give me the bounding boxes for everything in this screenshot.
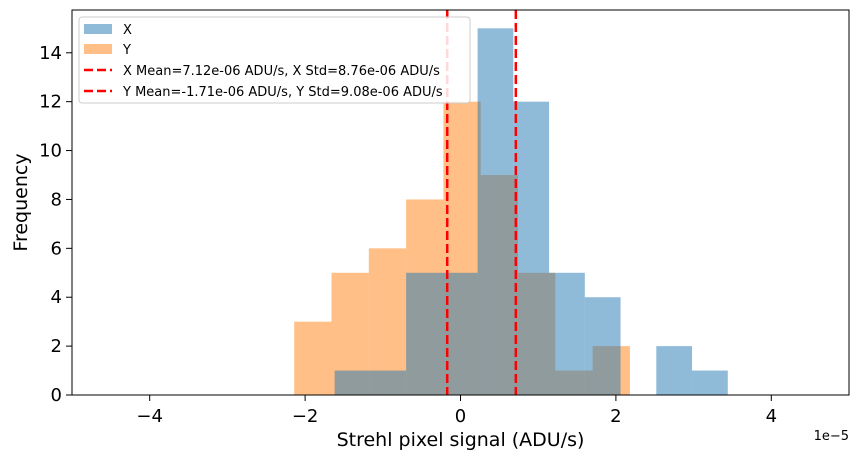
legend-label-x: X — [123, 23, 132, 38]
x-axis-offset-label: 1e−5 — [814, 429, 849, 444]
legend-label-y-mean: Y Mean=-1.71e-06 ADU/s, Y Std=9.08e-06 A… — [122, 85, 443, 100]
y-tick-label: 10 — [39, 141, 62, 162]
bar-y-0 — [294, 321, 332, 395]
legend-entry-y: Y — [84, 43, 131, 58]
y-tick-label: 4 — [51, 287, 62, 308]
y-tick-label: 12 — [39, 92, 62, 113]
bar-x-4 — [477, 28, 514, 395]
legend-label-y: Y — [122, 43, 131, 58]
x-tick-label: 0 — [455, 406, 466, 427]
legend-entry-y-mean: Y Mean=-1.71e-06 ADU/s, Y Std=9.08e-06 A… — [84, 85, 443, 100]
x-tick-label: −2 — [292, 406, 319, 427]
bar-x-1 — [370, 370, 407, 395]
legend-entry-x: X — [84, 23, 132, 38]
bar-x-5 — [513, 101, 550, 396]
reference-lines — [445, 10, 518, 395]
x-axis-label: Strehl pixel signal (ADU/s) — [337, 429, 585, 451]
y-axis-label: Frequency — [10, 153, 32, 251]
bar-x-10 — [692, 370, 728, 395]
legend-entry-x-mean: X Mean=7.12e-06 ADU/s, X Std=8.76e-06 AD… — [84, 64, 440, 79]
bar-x-0 — [334, 370, 371, 395]
y-tick-label: 8 — [51, 189, 62, 210]
legend-swatch-y — [84, 44, 112, 54]
legend-swatch-x — [84, 24, 112, 34]
y-tick-label: 6 — [51, 238, 62, 259]
bar-x-7 — [584, 297, 621, 395]
x-axis-ticks: −4 −2 0 2 4 — [136, 395, 777, 427]
x-tick-label: −4 — [136, 406, 163, 427]
x-tick-label: 2 — [610, 406, 621, 427]
legend-box — [78, 16, 471, 104]
y-axis-ticks: 0 2 4 6 8 10 12 14 — [39, 43, 72, 406]
x-tick-label: 4 — [766, 406, 777, 427]
bar-x-6 — [549, 272, 585, 395]
bar-x-9 — [656, 346, 693, 395]
y-tick-label: 0 — [51, 385, 62, 406]
legend: X Y X Mean=7.12e-06 ADU/s, X Std=8.76e-0… — [78, 16, 471, 104]
legend-label-x-mean: X Mean=7.12e-06 ADU/s, X Std=8.76e-06 AD… — [123, 64, 440, 79]
series-x-bars — [334, 28, 728, 396]
y-tick-label: 14 — [39, 43, 62, 64]
bar-x-2 — [406, 272, 442, 395]
y-tick-label: 2 — [51, 336, 62, 357]
